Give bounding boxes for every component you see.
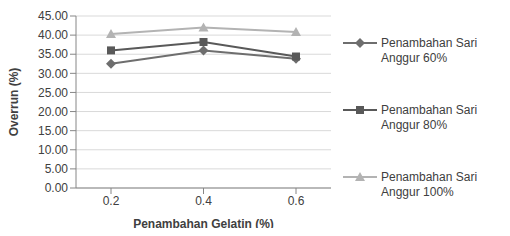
- svg-text:15.00: 15.00: [38, 124, 68, 138]
- svg-text:25.00: 25.00: [38, 86, 68, 100]
- svg-text:20.00: 20.00: [38, 105, 68, 119]
- svg-text:0.2: 0.2: [103, 194, 120, 208]
- svg-text:45.00: 45.00: [38, 9, 68, 23]
- svg-text:35.00: 35.00: [38, 47, 68, 61]
- svg-text:Overrun (%): Overrun (%): [8, 68, 21, 137]
- svg-text:30.00: 30.00: [38, 67, 68, 81]
- html-text:Penambahan Sari Anggur 80%: Penambahan Sari Anggur 80%: [381, 103, 478, 132]
- svg-text:0.00: 0.00: [45, 181, 69, 195]
- svg-text:0.6: 0.6: [288, 194, 305, 208]
- svg-text:40.00: 40.00: [38, 28, 68, 42]
- svg-text:10.00: 10.00: [38, 143, 68, 157]
- svg-text:0.4: 0.4: [195, 194, 212, 208]
- html-text:Penambahan Sari Anggur 100%: Penambahan Sari Anggur 100%: [381, 169, 478, 199]
- svg-text:5.00: 5.00: [45, 162, 69, 176]
- svg-text:Penambahan Gelatin (%): Penambahan Gelatin (%): [133, 217, 274, 228]
- html-text:Penambahan Sari Anggur 60%: Penambahan Sari Anggur 60%: [381, 36, 478, 66]
